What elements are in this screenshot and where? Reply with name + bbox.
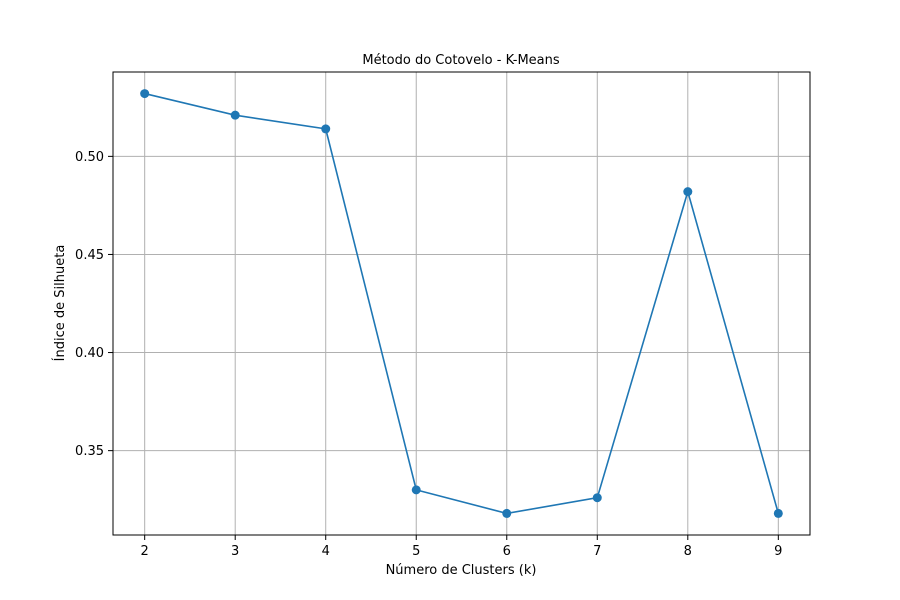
x-tick-label: 4 [322,544,330,559]
y-tick-label: 0.40 [75,346,104,361]
x-tick-label: 7 [593,544,601,559]
x-axis-label: Número de Clusters (k) [386,563,537,578]
y-tick-label: 0.35 [75,444,104,459]
series-layer [140,89,783,518]
x-axis: 2 3 4 5 6 7 8 9 [141,535,782,559]
plot-frame [112,71,811,536]
x-tick-label: 6 [503,544,511,559]
data-point [321,124,331,134]
y-tick-label: 0.50 [75,150,104,165]
data-point [140,89,150,99]
x-tick-label: 3 [231,544,239,559]
x-tick-label: 2 [141,544,149,559]
data-point [230,110,240,120]
chart-title: Método do Cotovelo - K-Means [362,53,560,68]
y-axis: 0.35 0.40 0.45 0.50 [75,150,113,459]
y-tick-label: 0.45 [75,248,104,263]
x-tick-label: 9 [774,544,782,559]
x-tick-label: 5 [412,544,420,559]
series-line [144,92,780,515]
grid [113,72,810,535]
data-point [411,485,421,495]
data-point [502,508,512,518]
x-tick-label: 8 [684,544,692,559]
data-point [592,493,602,503]
data-point [773,508,783,518]
y-axis-label: Índice de Silhueta [52,245,68,362]
data-point [683,187,693,197]
